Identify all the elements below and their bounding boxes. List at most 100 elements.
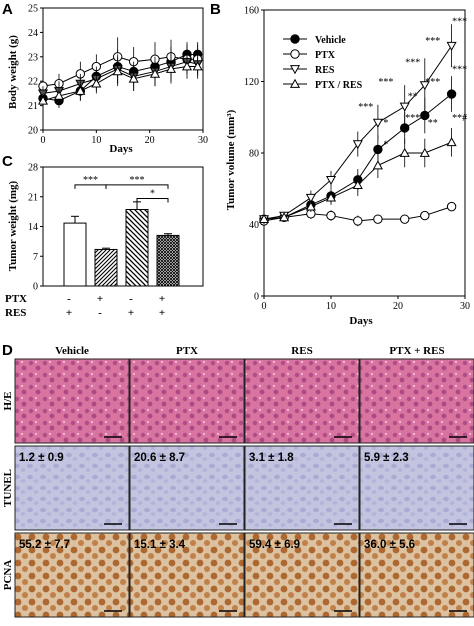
chartB-ytick-label: 160 bbox=[244, 6, 259, 17]
chartA-series-line bbox=[42, 66, 198, 102]
chartB-data-point bbox=[352, 140, 363, 150]
chartB-significance-label: * bbox=[383, 118, 388, 129]
quantification-label: 5.9 ± 2.3 bbox=[364, 452, 409, 464]
quantification-label: 59.4 ± 6.9 bbox=[249, 539, 300, 551]
chartA-series-line bbox=[42, 56, 198, 87]
chartB-data-point bbox=[373, 144, 383, 155]
chartB-significance-label: * bbox=[383, 140, 388, 151]
chartB-data-point bbox=[353, 216, 363, 226]
chartB-ytick-label: 40 bbox=[249, 220, 259, 231]
chartB-xlabel: Days bbox=[349, 315, 373, 327]
chartC-ytick-label: 7 bbox=[33, 252, 38, 263]
micrograph-tile bbox=[244, 532, 360, 618]
chartC-ytick-label: 28 bbox=[28, 163, 38, 174]
micrograph-tile bbox=[14, 532, 130, 618]
chartB-significance-label: *** bbox=[378, 77, 393, 88]
chartC-treatment-sign: + bbox=[66, 307, 72, 319]
chartC-treatment-sign: + bbox=[128, 307, 134, 319]
chartC-bar bbox=[125, 209, 149, 287]
chartC-treatment-sign: - bbox=[67, 293, 71, 305]
quantification-label: 1.2 ± 0.9 bbox=[19, 452, 64, 464]
micrograph-tile bbox=[14, 358, 130, 444]
chartA-ytick-label: 23 bbox=[28, 52, 38, 63]
legend-marker bbox=[289, 65, 301, 75]
quantification-label: 20.6 ± 8.7 bbox=[134, 452, 185, 464]
chartB-significance-label: *** bbox=[452, 16, 467, 27]
micrograph-tile bbox=[129, 532, 245, 618]
chartB-significance-label: *** bbox=[452, 65, 467, 76]
chartC-treatment-sign: - bbox=[129, 293, 133, 305]
chartB-data-point bbox=[258, 213, 270, 223]
chartC-significance-label: * bbox=[150, 188, 155, 199]
chartB-significance-label: ** bbox=[408, 91, 418, 102]
chartA-xtick-label: 10 bbox=[91, 135, 101, 146]
chartA-ytick-label: 24 bbox=[28, 28, 38, 39]
chartB-significance-label: *** bbox=[405, 57, 420, 68]
column-header: RES bbox=[291, 345, 312, 357]
chartB-data-point bbox=[446, 137, 457, 147]
chartB-data-point bbox=[305, 201, 316, 211]
chartA-data-point bbox=[37, 95, 49, 105]
chartB-data-point bbox=[399, 102, 410, 112]
chartC-treatment-sign: + bbox=[159, 307, 165, 319]
chartC-ytick-label: 0 bbox=[33, 282, 38, 293]
chartC-ylabel: Tumor weight (mg) bbox=[7, 180, 19, 271]
chartA-data-point bbox=[91, 78, 102, 88]
panel-label-d: D bbox=[2, 342, 13, 359]
chartA-xtick-label: 0 bbox=[41, 135, 46, 146]
chartC-significance-bracket bbox=[136, 197, 169, 203]
chartA-data-point bbox=[75, 85, 86, 95]
micrograph-tile bbox=[359, 445, 474, 531]
chartC-treatment-sign: + bbox=[159, 293, 165, 305]
chartB-ytick-label: 0 bbox=[254, 292, 259, 303]
chartC-significance-label: *** bbox=[130, 175, 145, 186]
chartA-data-point bbox=[192, 61, 203, 71]
chartA-data-point bbox=[112, 66, 123, 76]
chartA-frame bbox=[42, 7, 204, 131]
chartB-xtick-label: 10 bbox=[326, 301, 336, 312]
chartB-data-point bbox=[419, 81, 430, 91]
chartB-data-point bbox=[419, 147, 430, 157]
chartB-significance-label: *** bbox=[425, 77, 440, 88]
chartB-data-point bbox=[420, 210, 430, 221]
micrograph-tile bbox=[359, 532, 474, 618]
panel-label-a: A bbox=[2, 1, 13, 18]
chartB-legend: Vehicle PTX RES PTX / RES bbox=[283, 34, 363, 91]
micrograph-tile bbox=[244, 445, 360, 531]
legend-marker bbox=[289, 78, 301, 88]
chartB-data-point bbox=[400, 214, 410, 224]
chartB-significance-label: ** bbox=[428, 118, 438, 129]
chartB-data-point bbox=[373, 214, 383, 224]
chartC-ytick-label: 14 bbox=[28, 222, 38, 233]
quantification-label: 55.2 ± 7.7 bbox=[19, 539, 70, 551]
chartB-xtick-label: 0 bbox=[262, 301, 267, 312]
chartC-bar bbox=[63, 222, 87, 287]
chartA-series-line bbox=[42, 61, 198, 94]
chartB-ytick-label: 80 bbox=[249, 149, 259, 160]
row-label: PCNA bbox=[2, 560, 14, 591]
chartC-treatment-sign: - bbox=[98, 307, 102, 319]
panel-label-b: B bbox=[210, 1, 221, 18]
micrograph-tile bbox=[359, 358, 474, 444]
chartC-bar bbox=[156, 234, 180, 287]
chartA-ytick-label: 20 bbox=[28, 126, 38, 137]
chartB-data-point bbox=[372, 118, 383, 128]
micrograph-tile bbox=[129, 445, 245, 531]
legend-marker bbox=[290, 34, 300, 44]
chartC-significance-label: *** bbox=[83, 175, 98, 186]
chartB-data-point bbox=[446, 201, 457, 212]
chartA-xtick-label: 30 bbox=[198, 135, 208, 146]
quantification-label: 36.0 ± 5.6 bbox=[364, 539, 415, 551]
chartC-ytick-label: 21 bbox=[28, 192, 38, 203]
chartA-data-point bbox=[181, 61, 193, 71]
column-header: PTX + RES bbox=[389, 345, 444, 357]
legend-marker bbox=[290, 49, 300, 59]
chartB-xtick-label: 20 bbox=[393, 301, 403, 312]
chartA-ylabel: Body weight (g) bbox=[7, 35, 19, 109]
legend-entry: Vehicle bbox=[315, 35, 346, 46]
chartB-data-point bbox=[352, 179, 363, 190]
chartC-treatment-sign: + bbox=[97, 293, 103, 305]
chartB-data-point bbox=[446, 89, 457, 99]
micrograph-tile bbox=[14, 445, 130, 531]
